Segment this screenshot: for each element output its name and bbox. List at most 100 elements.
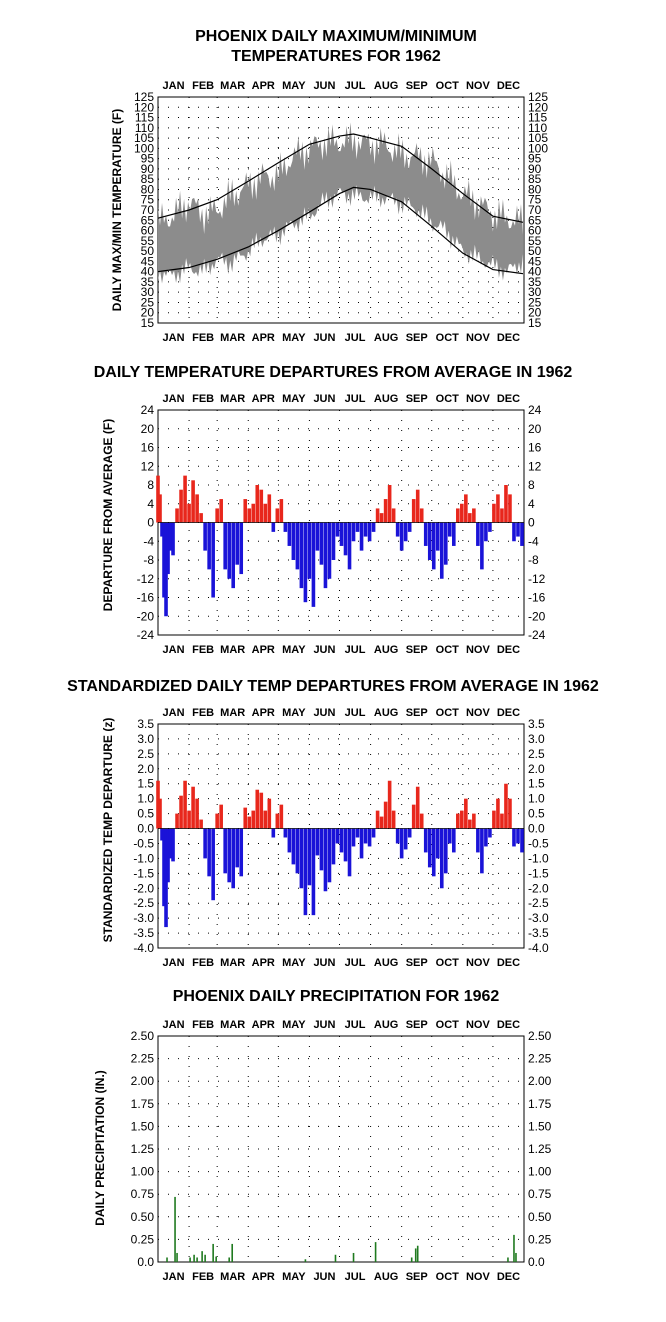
y-tick-label: 0 bbox=[147, 516, 154, 530]
y-tick-label: 0.0 bbox=[528, 1255, 545, 1269]
data-bar bbox=[410, 1257, 413, 1262]
y-tick-label: 0.5 bbox=[137, 807, 154, 821]
y-tick-label: 2.00 bbox=[131, 1074, 155, 1088]
data-bar bbox=[171, 828, 175, 862]
x-tick-label: JUN bbox=[313, 707, 335, 719]
data-bar bbox=[395, 522, 400, 537]
y-tick-label: 0.5 bbox=[528, 807, 545, 821]
x-tick-label: MAR bbox=[220, 332, 245, 344]
y-tick-label: 50 bbox=[528, 244, 542, 258]
data-bar bbox=[183, 780, 187, 829]
y-tick-label: 65 bbox=[528, 213, 542, 227]
data-bar bbox=[291, 522, 296, 560]
data-bar bbox=[315, 522, 320, 551]
x-tick-label: SEP bbox=[406, 1019, 428, 1031]
x-tick-label: OCT bbox=[436, 1019, 460, 1031]
data-bar bbox=[423, 828, 428, 853]
x-tick-label: FEB bbox=[192, 1019, 214, 1031]
data-bar bbox=[391, 508, 396, 523]
x-tick-label: FEB bbox=[192, 707, 214, 719]
chart-title: PHOENIX DAILY PRECIPITATION FOR 1962 bbox=[173, 988, 500, 1005]
data-bar bbox=[476, 828, 480, 853]
y-tick-label: 0.75 bbox=[131, 1187, 155, 1201]
data-bar bbox=[492, 810, 496, 829]
y-tick-label: 8 bbox=[147, 478, 154, 492]
data-bar bbox=[414, 1248, 417, 1262]
data-bar bbox=[355, 828, 360, 838]
data-bar bbox=[295, 522, 300, 570]
y-tick-label: -3.5 bbox=[133, 926, 154, 940]
normal-max-line bbox=[157, 133, 524, 223]
data-bar bbox=[395, 828, 400, 844]
y-tick-label: 115 bbox=[528, 111, 547, 125]
data-bar bbox=[431, 828, 436, 877]
y-tick-label: 0.25 bbox=[131, 1232, 155, 1246]
y-tick-label: 30 bbox=[528, 285, 542, 299]
y-tick-label: -2.5 bbox=[133, 896, 154, 910]
data-bar bbox=[488, 522, 492, 532]
y-tick-label: -24 bbox=[137, 628, 155, 642]
x-tick-label: JUN bbox=[313, 393, 335, 405]
y-tick-label: 50 bbox=[141, 244, 155, 258]
data-bar bbox=[347, 828, 352, 877]
x-tick-label: JUN bbox=[313, 644, 335, 656]
data-bar bbox=[374, 1242, 377, 1262]
data-bar bbox=[259, 792, 264, 829]
data-bar bbox=[492, 503, 496, 523]
y-tick-label: 2.50 bbox=[528, 1029, 552, 1043]
x-tick-label: SEP bbox=[406, 957, 428, 969]
data-bar bbox=[496, 494, 500, 523]
y-tick-label: 0.25 bbox=[528, 1232, 552, 1246]
y-tick-label: 15 bbox=[141, 316, 155, 330]
x-tick-label: OCT bbox=[436, 1271, 460, 1283]
data-bar bbox=[496, 798, 500, 829]
x-tick-label: AUG bbox=[374, 957, 398, 969]
data-bar bbox=[323, 522, 328, 589]
data-bar bbox=[315, 828, 320, 856]
x-tick-label: JUL bbox=[345, 1271, 366, 1283]
x-tick-label: NOV bbox=[466, 80, 491, 92]
chart-subtitle: TEMPERATURES FOR 1962 bbox=[231, 48, 441, 65]
data-bar bbox=[267, 798, 272, 829]
x-tick-label: JUL bbox=[345, 393, 366, 405]
data-bar bbox=[351, 828, 356, 847]
data-bar bbox=[359, 522, 364, 551]
data-bar bbox=[267, 494, 272, 523]
data-bar bbox=[488, 828, 492, 838]
x-tick-label: MAR bbox=[220, 393, 245, 405]
y-tick-label: -4 bbox=[143, 534, 154, 548]
x-tick-label: AUG bbox=[374, 1271, 398, 1283]
x-tick-label: DEC bbox=[497, 957, 520, 969]
x-tick-label: SEP bbox=[406, 332, 428, 344]
data-bar bbox=[156, 475, 160, 523]
data-bar bbox=[355, 522, 360, 532]
data-bar bbox=[480, 522, 484, 570]
y-tick-label: 1.5 bbox=[137, 777, 154, 791]
data-bar bbox=[504, 485, 508, 523]
y-tick-label: 24 bbox=[528, 403, 542, 417]
data-bar bbox=[160, 828, 164, 841]
x-tick-label: DEC bbox=[497, 393, 520, 405]
y-tick-label: 16 bbox=[141, 441, 155, 455]
y-tick-label: -3.5 bbox=[528, 926, 549, 940]
data-bar bbox=[335, 828, 340, 844]
y-tick-label: 105 bbox=[528, 131, 548, 145]
x-tick-label: JUL bbox=[345, 1019, 366, 1031]
data-bar bbox=[327, 828, 332, 883]
data-bar bbox=[419, 813, 424, 829]
y-tick-label: 2.0 bbox=[528, 762, 545, 776]
data-bar bbox=[162, 828, 166, 907]
data-bar bbox=[228, 1257, 230, 1262]
x-tick-label: APR bbox=[252, 393, 275, 405]
y-tick-label: 1.50 bbox=[528, 1119, 552, 1133]
data-bar bbox=[239, 828, 244, 877]
data-bar bbox=[303, 522, 308, 603]
y-tick-label: 12 bbox=[141, 459, 155, 473]
y-tick-label: 125 bbox=[134, 90, 154, 104]
data-bar bbox=[255, 485, 260, 523]
data-bar bbox=[512, 828, 516, 847]
y-axis-label: DAILY PRECIPITATION (IN.) bbox=[93, 1070, 107, 1226]
y-tick-label: 65 bbox=[141, 213, 155, 227]
y-tick-label: -4 bbox=[528, 534, 539, 548]
y-tick-label: 85 bbox=[528, 172, 542, 186]
